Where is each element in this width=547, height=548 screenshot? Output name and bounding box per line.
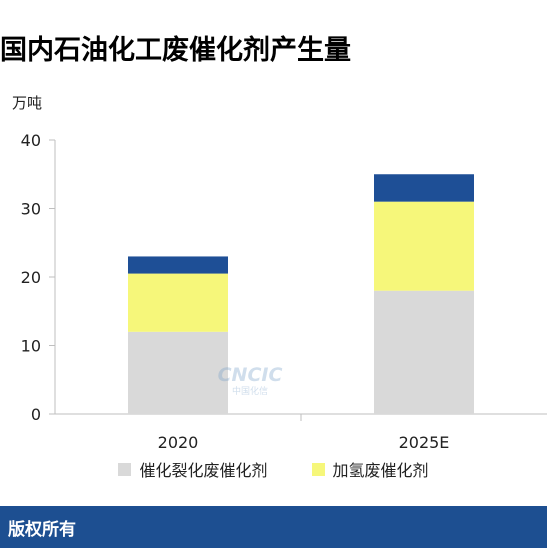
footer-copyright: 版权所有 <box>8 519 76 540</box>
x-tick-label: 2020 <box>158 433 199 452</box>
legend-label: 加氢废催化剂 <box>332 461 429 480</box>
y-tick-label: 20 <box>21 268 41 287</box>
x-tick-label: 2025E <box>399 433 450 452</box>
bar-segment <box>374 290 474 414</box>
legend-item: 催化裂化废催化剂 <box>118 455 268 483</box>
bar-segment <box>128 331 228 414</box>
legend-swatch <box>118 462 132 476</box>
y-tick-label: 30 <box>21 200 41 219</box>
y-tick-label: 40 <box>21 131 41 150</box>
y-tick-label: 10 <box>21 337 41 356</box>
y-tick-label: 0 <box>31 405 41 424</box>
y-axis-unit: 万吨 <box>12 94 43 112</box>
bar-segment <box>128 256 228 274</box>
footer-bar: 版权所有 <box>0 506 547 548</box>
legend-swatch <box>311 462 325 476</box>
legend: 催化裂化废催化剂 加氢废催化剂 <box>0 455 547 483</box>
stacked-bar-chart: 0 10 20 30 40 2020 2025E <box>21 131 547 452</box>
bar-segment <box>128 273 228 332</box>
bar-segment <box>374 174 474 202</box>
bar-segment <box>374 201 474 291</box>
legend-label: 催化裂化废催化剂 <box>139 461 268 480</box>
chart-title: 国内石油化工废催化剂产生量 <box>0 35 351 66</box>
legend-item: 加氢废催化剂 <box>311 455 429 483</box>
